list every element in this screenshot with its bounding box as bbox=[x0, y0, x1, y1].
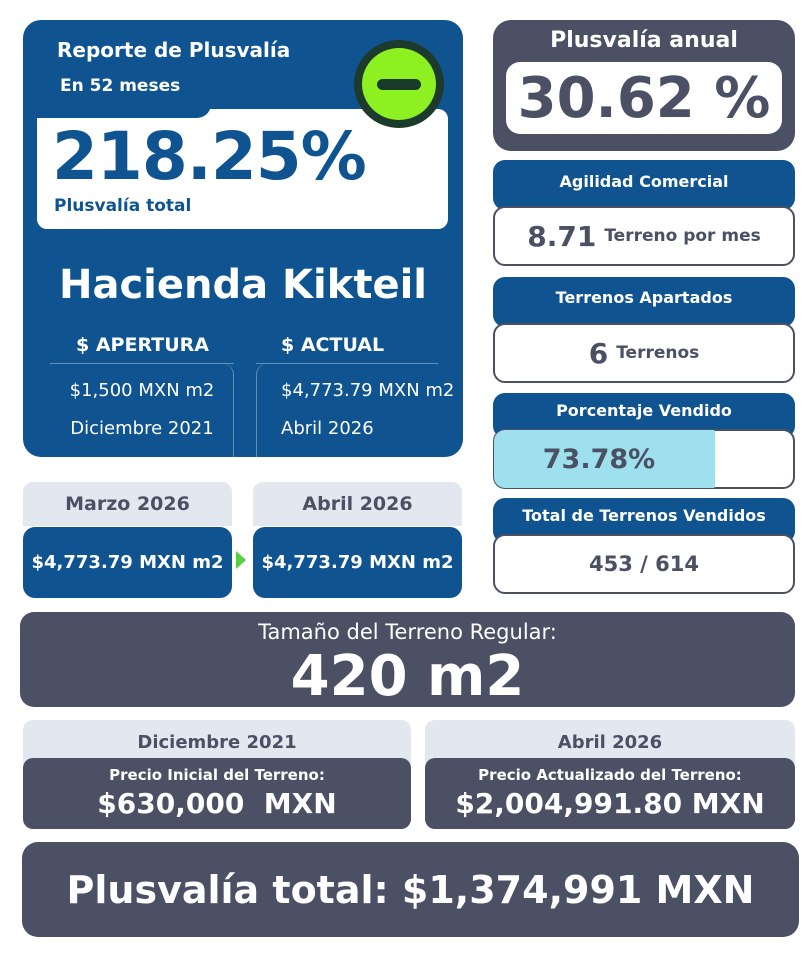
total-percent-value: 218.25% bbox=[52, 118, 367, 195]
initial-date: Diciembre 2021 bbox=[23, 720, 411, 764]
initial-price-card: Precio Inicial del Terreno: $630,000 MXN bbox=[23, 758, 411, 829]
opening-heading: $ APERTURA bbox=[76, 334, 209, 356]
current-column: $4,773.79 MXN m2 Abril 2026 bbox=[256, 363, 454, 457]
updated-price-value: $2,004,991.80 MXN bbox=[455, 787, 765, 820]
opening-date: Diciembre 2021 bbox=[70, 418, 214, 439]
sold-percent-fill bbox=[494, 430, 715, 488]
divider bbox=[50, 363, 234, 364]
initial-price-value: $630,000 MXN bbox=[97, 787, 337, 820]
development-name: Hacienda Kikteil bbox=[58, 262, 428, 308]
total-gain: Plusvalía total: $1,374,991 MXN bbox=[22, 842, 799, 937]
arrow-right-icon bbox=[236, 551, 246, 569]
current-month: Abril 2026 bbox=[253, 482, 462, 526]
previous-month-price: $4,773.79 MXN m2 bbox=[23, 527, 232, 598]
current-price: $4,773.79 MXN m2 bbox=[281, 380, 455, 401]
previous-month: Marzo 2026 bbox=[23, 482, 232, 526]
opening-column: $1,500 MXN m2 Diciembre 2021 bbox=[50, 363, 234, 457]
minus-bar bbox=[377, 79, 421, 90]
opening-price: $1,500 MXN m2 bbox=[69, 380, 215, 401]
lot-size-value: 420 m2 bbox=[290, 644, 525, 709]
agility-unit: Terreno por mes bbox=[604, 226, 761, 246]
current-date: Abril 2026 bbox=[281, 418, 374, 439]
lot-size-card bbox=[20, 612, 795, 707]
annual-gain-title: Plusvalía anual bbox=[550, 28, 738, 53]
agility-value: 8.71 bbox=[527, 219, 597, 253]
reserved-title: Terrenos Apartados bbox=[493, 277, 795, 327]
divider bbox=[256, 363, 438, 364]
annual-gain-value: 30.62 % bbox=[506, 62, 782, 134]
total-percent-label: Plusvalía total bbox=[54, 196, 192, 216]
period-tab bbox=[37, 100, 211, 118]
sold-percent-value: 73.78% bbox=[542, 443, 656, 475]
report-period: En 52 meses bbox=[60, 76, 181, 96]
reserved-value: 6 bbox=[588, 336, 609, 370]
current-month-price: $4,773.79 MXN m2 bbox=[253, 527, 462, 598]
sold-total-value: 453 / 614 bbox=[493, 534, 795, 594]
total-percent-box bbox=[37, 109, 448, 229]
report-title: Reporte de Plusvalía bbox=[57, 38, 291, 62]
updated-price-card: Precio Actualizado del Terreno: $2,004,9… bbox=[425, 758, 795, 829]
reserved-card: 6 Terrenos bbox=[493, 323, 795, 383]
current-heading: $ ACTUAL bbox=[281, 334, 385, 356]
lot-size-label: Tamaño del Terreno Regular: bbox=[258, 620, 557, 644]
agility-card: 8.71 Terreno por mes bbox=[493, 206, 795, 266]
updated-date: Abril 2026 bbox=[425, 720, 795, 764]
reserved-unit: Terrenos bbox=[616, 343, 700, 363]
updated-price-label: Precio Actualizado del Terreno: bbox=[478, 766, 742, 784]
initial-price-label: Precio Inicial del Terreno: bbox=[109, 766, 325, 784]
agility-title: Agilidad Comercial bbox=[493, 160, 795, 210]
